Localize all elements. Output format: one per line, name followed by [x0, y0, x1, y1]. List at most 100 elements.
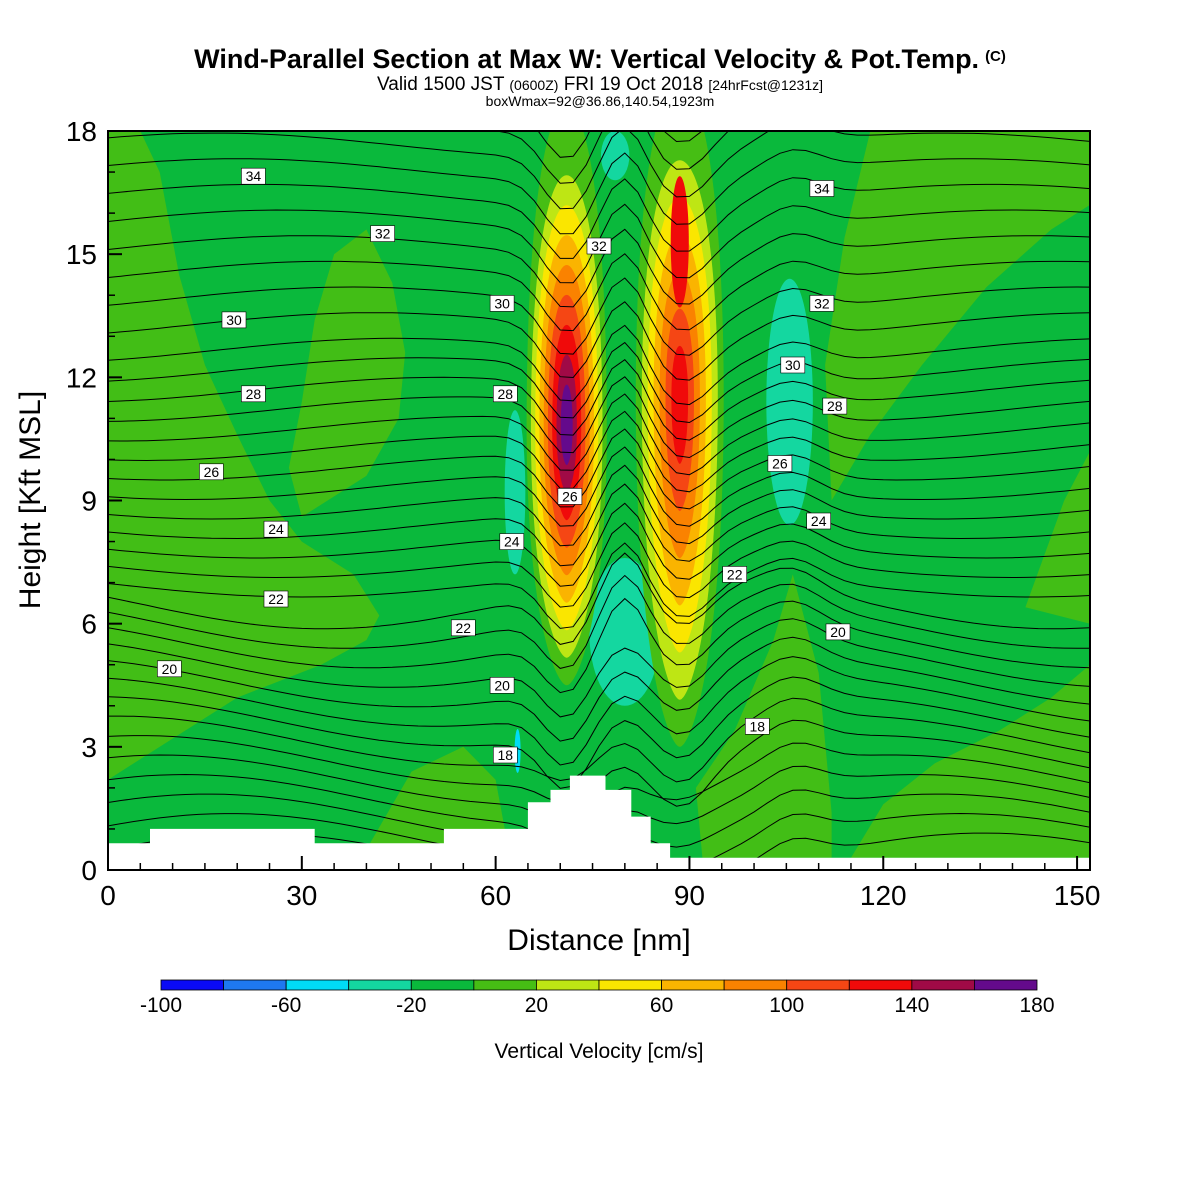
theta-label-box	[825, 623, 851, 641]
colorbar-tick-label: 20	[525, 994, 548, 1017]
weak-updraft-area-3	[851, 664, 1090, 858]
colorbar-tick-label: 60	[650, 994, 673, 1017]
theta-label-box	[263, 590, 289, 608]
chart-title: Wind-Parallel Section at Max W: Vertical…	[0, 44, 1200, 75]
downdraft-mid	[589, 557, 661, 706]
theta-label-box	[263, 520, 289, 538]
theta-label-box	[809, 295, 835, 312]
theta-label-text: 30	[226, 312, 242, 328]
theta-label-box	[241, 167, 266, 185]
valid-date: FRI 19 Oct 2018	[563, 74, 704, 95]
colorbar: -100 -60 -20 20 60 100 140 180	[140, 979, 1055, 1017]
theta-label-text: 18	[498, 747, 514, 763]
theta-label-box	[241, 385, 266, 403]
y-tick-label: 9	[81, 486, 97, 517]
colorbar-swatch	[786, 979, 850, 991]
theta-label: 18	[492, 746, 518, 764]
theta-label: 20	[489, 676, 515, 694]
y-tick-label: 0	[81, 855, 97, 886]
copyright-mark: (C)	[985, 48, 1006, 65]
theta-contour	[108, 656, 1090, 766]
weak-updraft-area-4	[366, 746, 509, 850]
theta-label-box	[489, 295, 515, 312]
colorbar-tick-label: -20	[396, 994, 426, 1017]
theta-contour	[108, 410, 1090, 493]
colorbar-swatch	[723, 979, 788, 991]
theta-label-text: 26	[204, 464, 220, 480]
theta-contour	[108, 676, 1090, 789]
theta-contour	[108, 597, 1090, 694]
theta-label: 22	[722, 566, 748, 583]
theta-contour	[108, 376, 1090, 459]
colorbar-tick-label: 180	[1019, 994, 1054, 1017]
colorbar-swatch	[848, 979, 913, 991]
y-tick-label: 3	[81, 732, 97, 763]
theta-label-box	[586, 237, 612, 255]
weak-updraft-area-6	[1025, 451, 1090, 624]
updraft-east-band-11	[671, 345, 689, 464]
theta-label-box	[722, 566, 748, 583]
theta-label-box	[557, 488, 583, 505]
y-tick-label: 12	[66, 362, 97, 393]
theta-label-box	[806, 512, 832, 530]
theta-label: 24	[263, 520, 289, 538]
box-max-info: boxWmax=92@36.86,140.54,1923m	[485, 93, 715, 109]
x-tick-label: 150	[1054, 880, 1101, 911]
theta-label-text: 18	[750, 718, 766, 734]
terrain-mask	[108, 775, 1090, 870]
theta-label-text: 20	[162, 661, 178, 677]
theta-label-box	[221, 311, 247, 329]
theta-contour	[108, 502, 1090, 587]
theta-label-text: 30	[494, 295, 510, 311]
theta-label-box	[157, 660, 182, 678]
valid-time-line: Valid 1500 JST (0600Z) FRI 19 Oct 2018 […	[0, 74, 1200, 96]
colorbar-swatch	[160, 979, 224, 991]
theta-label-box	[450, 619, 476, 637]
colorbar-swatch	[285, 979, 350, 991]
x-tick-label: 90	[674, 880, 705, 911]
theta-label: 32	[809, 295, 835, 312]
theta-contour	[108, 636, 1090, 742]
theta-label: 28	[822, 397, 848, 415]
theta-contour	[108, 341, 1090, 424]
theta-contour	[108, 574, 1090, 669]
theta-label: 20	[825, 623, 851, 641]
weak-updraft-area-2	[825, 131, 1090, 501]
theta-label: 18	[744, 717, 770, 735]
theta-label-box	[492, 746, 518, 764]
theta-contour	[108, 618, 1090, 718]
theta-label-box	[199, 463, 224, 481]
colorbar-swatch	[223, 979, 287, 991]
theta-label-box	[809, 180, 835, 197]
theta-label-text: 26	[772, 456, 788, 472]
theta-contours	[108, 131, 1090, 870]
theta-label: 20	[157, 660, 182, 678]
theta-label: 30	[780, 356, 806, 374]
theta-label-text: 30	[785, 357, 801, 373]
theta-contour-labels: 34 32 30 28 26 24 22 20 30 28 24 22 20 18 26 32 34 32 30 28…	[157, 167, 851, 764]
colorbar-tick-label: -100	[140, 994, 182, 1017]
theta-label-text: 28	[246, 386, 262, 402]
theta-label-text: 26	[562, 488, 578, 504]
updraft-west-band-13	[560, 384, 573, 466]
theta-label-text: 32	[591, 238, 607, 254]
theta-contour	[108, 301, 1090, 381]
theta-contour	[108, 277, 1090, 356]
theta-label: 22	[263, 590, 289, 608]
theta-label-text: 22	[727, 566, 743, 582]
colorbar-label: Vertical Velocity [cm/s]	[495, 1040, 704, 1063]
theta-contour	[108, 552, 1090, 645]
theta-label-text: 24	[268, 521, 284, 537]
theta-label: 34	[241, 167, 266, 185]
theta-contour	[108, 131, 1090, 210]
theta-contour	[108, 483, 1090, 567]
theta-label-text: 24	[504, 534, 520, 550]
theta-label: 26	[557, 488, 583, 505]
theta-label-box	[822, 397, 848, 415]
theta-label-text: 32	[375, 226, 391, 242]
theta-label: 26	[767, 455, 793, 472]
x-tick-label: 120	[860, 880, 907, 911]
theta-contour	[492, 131, 730, 184]
theta-label-box	[489, 676, 515, 694]
theta-label-text: 20	[494, 677, 510, 693]
